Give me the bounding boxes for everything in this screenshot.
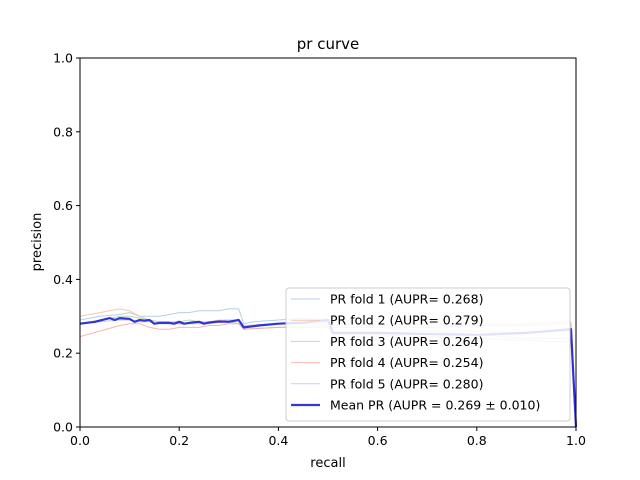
legend-entry-label: PR fold 2 (AUPR= 0.279) xyxy=(330,313,483,328)
x-tick-label: 0.4 xyxy=(268,433,288,448)
y-tick-label: 0.6 xyxy=(53,198,73,213)
x-tick-label: 1.0 xyxy=(566,433,586,448)
x-tick-label: 0.0 xyxy=(70,433,90,448)
x-axis: 0.0 0.2 0.4 0.6 0.8 1.0 xyxy=(70,427,586,448)
y-tick-label: 1.0 xyxy=(53,51,73,66)
legend-entry-label: PR fold 1 (AUPR= 0.268) xyxy=(330,292,483,307)
chart-title: pr curve xyxy=(297,35,359,53)
legend-box xyxy=(285,287,571,422)
y-tick-label: 0.2 xyxy=(53,346,73,361)
legend-entry-label: PR fold 4 (AUPR= 0.254) xyxy=(330,355,483,370)
y-axis: 0.0 0.2 0.4 0.6 0.8 1.0 xyxy=(53,51,80,435)
x-axis-label: recall xyxy=(310,456,345,471)
legend-items: PR fold 1 (AUPR= 0.268) PR fold 2 (AUPR= … xyxy=(291,292,540,413)
legend: PR fold 1 (AUPR= 0.268) PR fold 2 (AUPR= … xyxy=(285,287,571,422)
x-tick-label: 0.2 xyxy=(169,433,189,448)
x-tick-label: 0.8 xyxy=(467,433,487,448)
legend-entry-label: Mean PR (AUPR = 0.269 ± 0.010) xyxy=(330,398,540,413)
legend-entry-label: PR fold 5 (AUPR= 0.280) xyxy=(330,376,483,391)
y-axis-label: precision xyxy=(30,213,45,272)
x-tick-label: 0.6 xyxy=(368,433,388,448)
legend-entry-label: PR fold 3 (AUPR= 0.264) xyxy=(330,334,483,349)
plot-border xyxy=(79,57,577,428)
y-tick-label: 0.0 xyxy=(53,420,73,435)
y-tick-label: 0.8 xyxy=(53,124,73,139)
y-tick-label: 0.4 xyxy=(53,272,73,287)
